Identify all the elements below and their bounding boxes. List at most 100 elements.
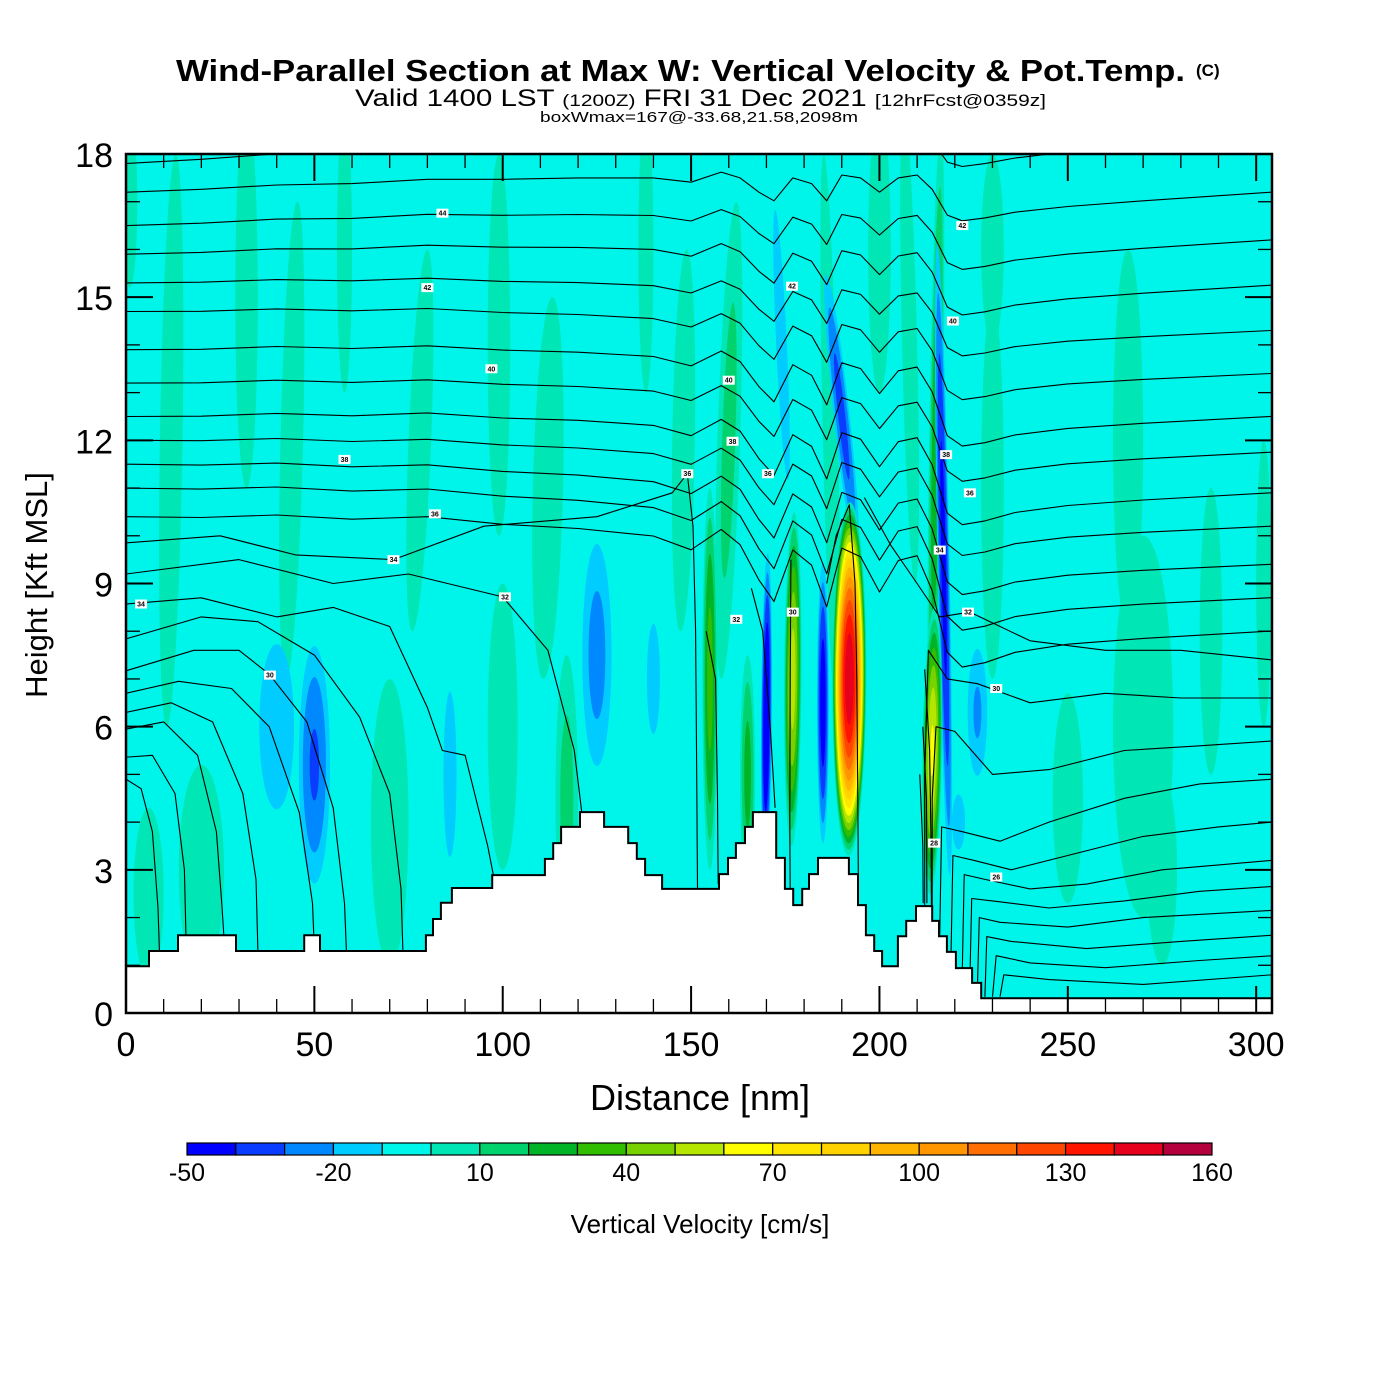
- isentrope-label-text: 44: [439, 211, 447, 218]
- plot-frame: [124, 152, 1274, 1015]
- w-cell: [336, 154, 353, 393]
- isentrope-label-background: [436, 208, 449, 218]
- isentrope-line: [126, 649, 347, 952]
- colorbar-swatch: [528, 1142, 579, 1156]
- w-level-fill: [707, 606, 713, 752]
- colorbar-tick-label: 40: [612, 1159, 640, 1187]
- w-level-fill: [646, 623, 660, 735]
- w-level-fill: [638, 154, 654, 393]
- w-level-fill: [940, 440, 947, 679]
- isentrope-label-text: 42: [788, 284, 796, 291]
- colorbar-swatch: [869, 1142, 920, 1156]
- isentrope-label-text: 32: [732, 617, 740, 624]
- isentrope-line: [961, 859, 1272, 971]
- isentrope-line: [126, 209, 1272, 270]
- colorbar-swatch: [430, 1142, 481, 1156]
- isentrope-label-text: 36: [966, 490, 974, 497]
- subtitle-date: FRI 31 Dec 2021: [644, 85, 867, 112]
- isentrope-label-background: [428, 509, 441, 519]
- x-axis-label: Distance [nm]: [590, 1077, 810, 1118]
- isentrope-label: 36: [761, 469, 774, 479]
- potential-temperature-contours: [126, 154, 1272, 997]
- w-level-fill: [532, 297, 564, 679]
- isentrope-line: [126, 171, 1272, 222]
- isentrope-label-background: [956, 221, 969, 231]
- isentrope-line: [126, 486, 1272, 631]
- colorbar-swatch: [576, 1142, 627, 1156]
- w-level-fill: [930, 724, 934, 777]
- w-cell: [582, 544, 612, 766]
- isentrope-label-text: 36: [683, 471, 691, 478]
- w-cell: [702, 488, 718, 870]
- colorbar-tick-label: -20: [315, 1159, 351, 1187]
- subtitle-utc-time: (1200Z): [562, 91, 635, 110]
- isentrope-label-text: 40: [488, 366, 496, 373]
- isentrope-label-background: [421, 283, 434, 293]
- w-cell: [370, 678, 409, 966]
- w-level-fill: [443, 691, 457, 858]
- colorbar-tick-label: 70: [759, 1159, 787, 1187]
- isentrope-label-background: [263, 670, 276, 680]
- w-cell: [406, 249, 434, 632]
- isentrope-line: [984, 934, 1272, 997]
- axis-ticks: [125, 153, 1272, 1014]
- x-tick-label: 100: [474, 1026, 531, 1064]
- isentrope-label: 42: [956, 221, 969, 231]
- colorbar-swatch: [1016, 1142, 1067, 1156]
- w-level-fill: [336, 154, 353, 393]
- w-cell: [981, 154, 1004, 345]
- w-level-fill: [744, 721, 751, 828]
- isentrope-label-background: [681, 469, 694, 479]
- colorbar-tick-label: 100: [898, 1159, 940, 1187]
- colorbar-tick-labels: -50 -20 10 40 70 100 130 160: [169, 1159, 1233, 1187]
- isentrope-line: [126, 616, 404, 952]
- x-tick-label: 200: [851, 1026, 908, 1064]
- isentrope-label: 42: [786, 281, 799, 291]
- w-cell: [487, 154, 511, 536]
- isentrope-label: 38: [726, 436, 739, 446]
- isentrope-line: [126, 437, 1272, 557]
- y-tick-label: 15: [75, 280, 113, 318]
- isentrope-line: [126, 243, 1272, 316]
- colorbar-swatch: [284, 1142, 335, 1156]
- colorbar: [186, 1142, 1213, 1156]
- isentrope-line: [991, 955, 1272, 997]
- w-level-fill: [279, 201, 305, 679]
- plot-area: 34 30 38 34 36 42 44 40 32 36 40 38 32 36 30 42 42 40 38 36…: [126, 154, 1272, 1013]
- isentrope-line: [950, 821, 1272, 956]
- isentrope-line: [126, 721, 225, 937]
- y-tick-label: 18: [75, 137, 113, 175]
- w-cell: [279, 201, 305, 679]
- w-level-fill: [1052, 693, 1083, 904]
- w-cell: [235, 154, 258, 488]
- w-level-fill: [133, 807, 164, 980]
- w-cell: [487, 583, 518, 870]
- isentrope-label: 30: [990, 683, 1003, 693]
- isentrope-line: [931, 726, 1272, 937]
- w-level-fill: [844, 633, 854, 725]
- isentrope-line: [939, 778, 1272, 937]
- isentrope-label: 30: [263, 670, 276, 680]
- isentrope-label-background: [730, 614, 743, 624]
- isentrope-label-background: [961, 607, 974, 617]
- w-level-fill: [973, 686, 982, 739]
- y-tick-label: 6: [94, 710, 113, 748]
- isentrope-label-background: [338, 454, 351, 464]
- colorbar-swatch: [918, 1142, 969, 1156]
- w-cell: [646, 623, 660, 735]
- w-cell: [900, 154, 920, 584]
- w-level-fill: [981, 154, 1004, 345]
- w-cell: [952, 794, 966, 850]
- isentrope-line: [126, 680, 315, 952]
- w-cell: [532, 297, 564, 679]
- w-level-fill: [406, 249, 434, 632]
- isentrope-label: 32: [730, 614, 743, 624]
- isentrope-label-text: 42: [958, 223, 966, 230]
- w-level-fill: [235, 154, 258, 488]
- w-level-fill: [868, 154, 891, 393]
- isentrope-line: [126, 754, 187, 952]
- isentrope-label-text: 38: [942, 452, 950, 459]
- isentrope-label-text: 42: [423, 285, 431, 292]
- isentrope-label-background: [928, 838, 941, 848]
